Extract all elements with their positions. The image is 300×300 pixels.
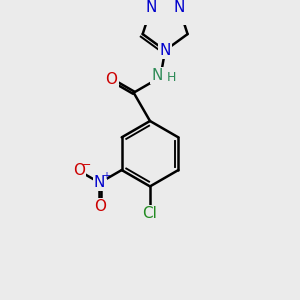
Text: O: O bbox=[73, 164, 85, 178]
Text: N: N bbox=[146, 0, 157, 15]
Text: N: N bbox=[151, 68, 162, 83]
Text: N: N bbox=[173, 0, 185, 15]
Text: −: − bbox=[82, 160, 91, 170]
Text: O: O bbox=[94, 199, 106, 214]
Text: +: + bbox=[102, 171, 110, 182]
Text: N: N bbox=[94, 175, 105, 190]
Text: H: H bbox=[167, 71, 176, 84]
Text: N: N bbox=[159, 43, 171, 58]
Text: O: O bbox=[106, 73, 118, 88]
Text: Cl: Cl bbox=[142, 206, 158, 221]
